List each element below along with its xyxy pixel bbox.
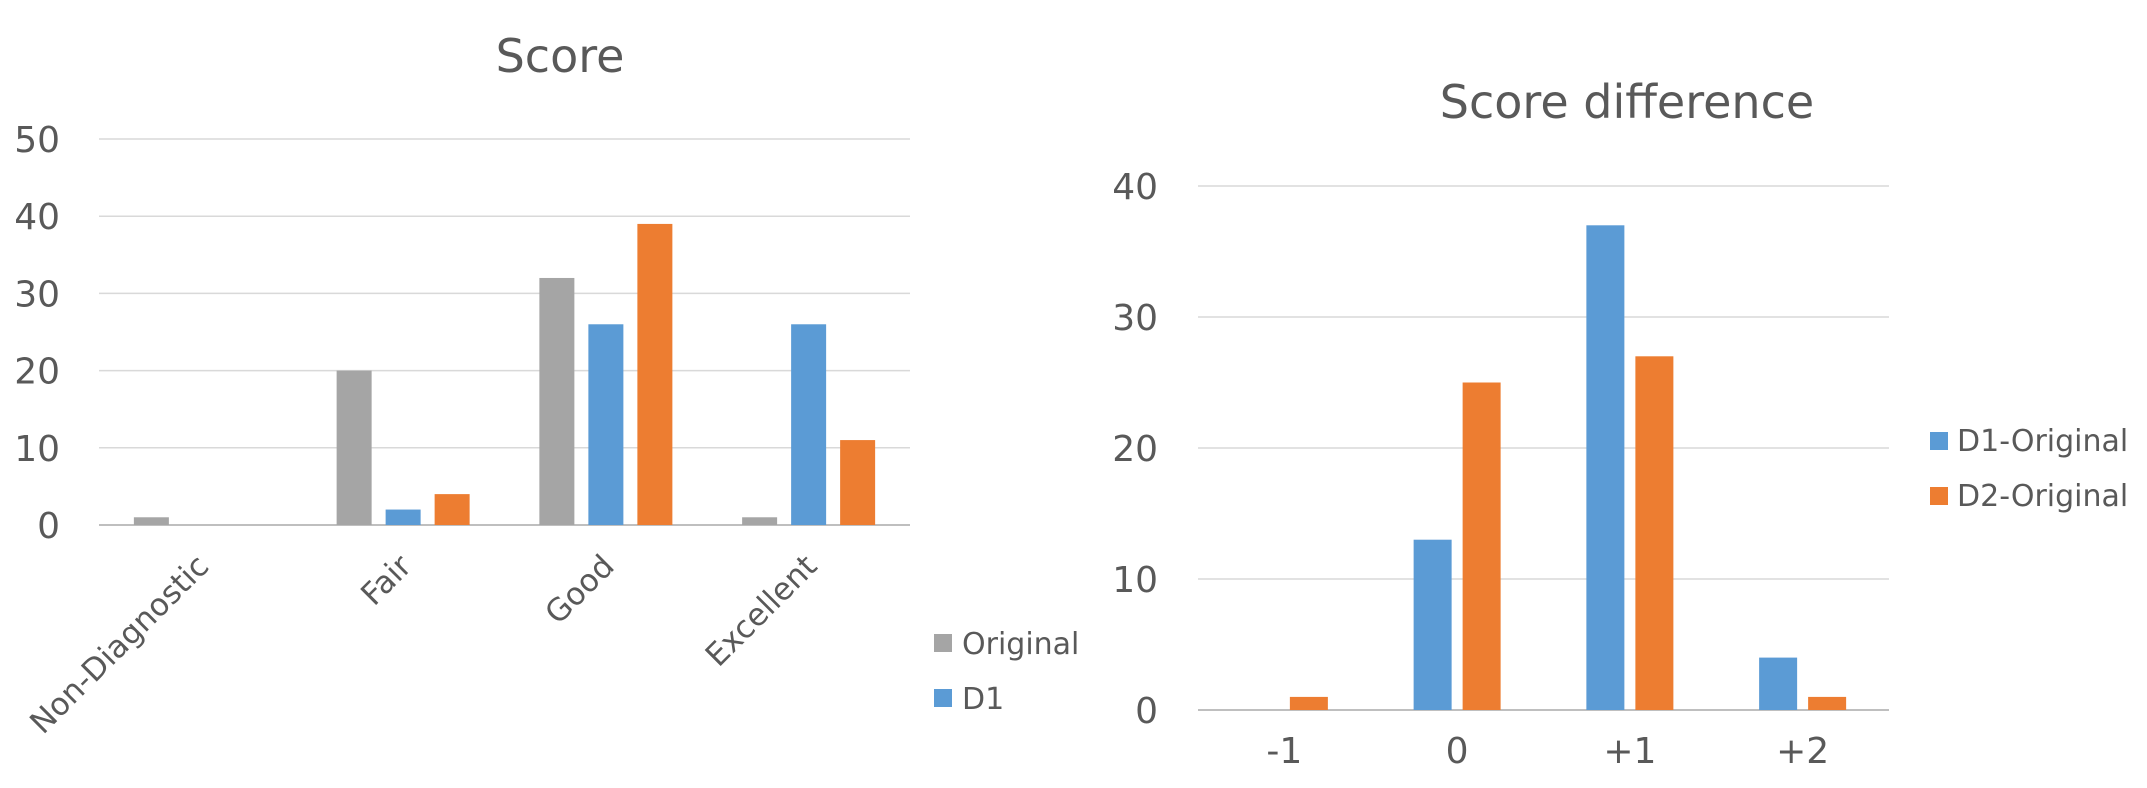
- score-chart-category-labels: Non-Diagnostic Fair Good Excellent: [23, 548, 824, 741]
- score-chart-y-tick-label: 50: [14, 120, 60, 161]
- bar-d1-fair: [385, 509, 421, 525]
- score-chart-title: Score: [496, 29, 625, 83]
- legend-swatch-original: [934, 634, 952, 652]
- score-chart-category-label: Good: [538, 548, 621, 631]
- bar-d2-original-1: [1289, 696, 1328, 710]
- score-chart-legend: Original D1: [934, 627, 1079, 717]
- bar-d1-original-0: [1413, 539, 1452, 710]
- bar-d1-excellent: [791, 324, 827, 525]
- score-chart-y-tick-label: 40: [14, 197, 60, 238]
- score-chart-bars: [133, 223, 876, 526]
- legend-swatch-d1-original: [1930, 432, 1948, 450]
- score-difference-chart-category-label: +1: [1603, 731, 1656, 772]
- score-chart-y-tick-label: 20: [14, 352, 60, 393]
- legend-swatch-d2-original: [1930, 487, 1948, 505]
- score-chart-y-tick-label: 10: [14, 429, 60, 470]
- score-chart-category-label: Non-Diagnostic: [23, 548, 216, 741]
- score-chart-y-tick-label: 30: [14, 274, 60, 315]
- legend-label-original: Original: [962, 627, 1079, 662]
- score-difference-chart-gridlines: [1198, 185, 1889, 711]
- bar-original-excellent: [742, 517, 778, 525]
- score-difference-chart-y-tick-label: 30: [1112, 298, 1158, 339]
- score-chart-category-label: Excellent: [699, 548, 825, 674]
- legend-label-d2-original: D2-Original: [1957, 479, 2128, 514]
- score-difference-chart-category-label: -1: [1266, 731, 1302, 772]
- bar-original-fair: [336, 370, 372, 525]
- score-chart-y-tick-labels: 0 10 20 30 40 50: [14, 120, 60, 547]
- bar-original-good: [539, 277, 575, 525]
- bar-d2-excellent: [840, 440, 876, 525]
- score-chart-category-label: Fair: [354, 548, 419, 613]
- score-difference-chart-y-tick-label: 0: [1135, 691, 1158, 732]
- bar-d1-original-1: [1586, 225, 1625, 711]
- score-difference-chart-category-label: 0: [1446, 731, 1469, 772]
- score-difference-chart-y-tick-label: 20: [1112, 429, 1158, 470]
- bar-d2-original-0: [1462, 382, 1501, 710]
- bar-d2-fair: [434, 494, 470, 525]
- legend-label-d1-original: D1-Original: [1957, 424, 2128, 459]
- score-difference-chart-category-labels: -1 0 +1 +2: [1266, 731, 1829, 772]
- score-difference-chart-bars: [1289, 225, 1847, 711]
- score-difference-chart-legend: D1-Original D2-Original: [1930, 424, 2128, 514]
- bar-d2-good: [637, 223, 673, 526]
- score-difference-chart-category-label: +2: [1776, 731, 1829, 772]
- score-chart-y-tick-label: 0: [37, 506, 60, 547]
- bar-d1-good: [588, 324, 624, 525]
- score-difference-chart-y-tick-labels: 0 10 20 30 40: [1112, 167, 1158, 732]
- legend-swatch-d1: [934, 689, 952, 707]
- bar-d2-original-2: [1808, 696, 1847, 710]
- bar-original-non-diagnostic: [133, 517, 169, 525]
- score-chart: Score 0 10 20 30 40 50 Non-Diagnostic Fair Good…: [14, 29, 1079, 741]
- score-difference-chart-y-tick-label: 40: [1112, 167, 1158, 208]
- score-chart-gridlines: [99, 138, 910, 526]
- legend-label-d1: D1: [962, 682, 1004, 717]
- score-difference-chart-title: Score difference: [1440, 75, 1814, 129]
- score-difference-chart-y-tick-label: 10: [1112, 560, 1158, 601]
- score-difference-chart: Score difference 0 10 20 30 40 -1 0 +1 +2 D1-Or…: [1112, 75, 2128, 772]
- bar-d2-original-1: [1635, 356, 1674, 710]
- bar-d1-original-2: [1759, 657, 1798, 710]
